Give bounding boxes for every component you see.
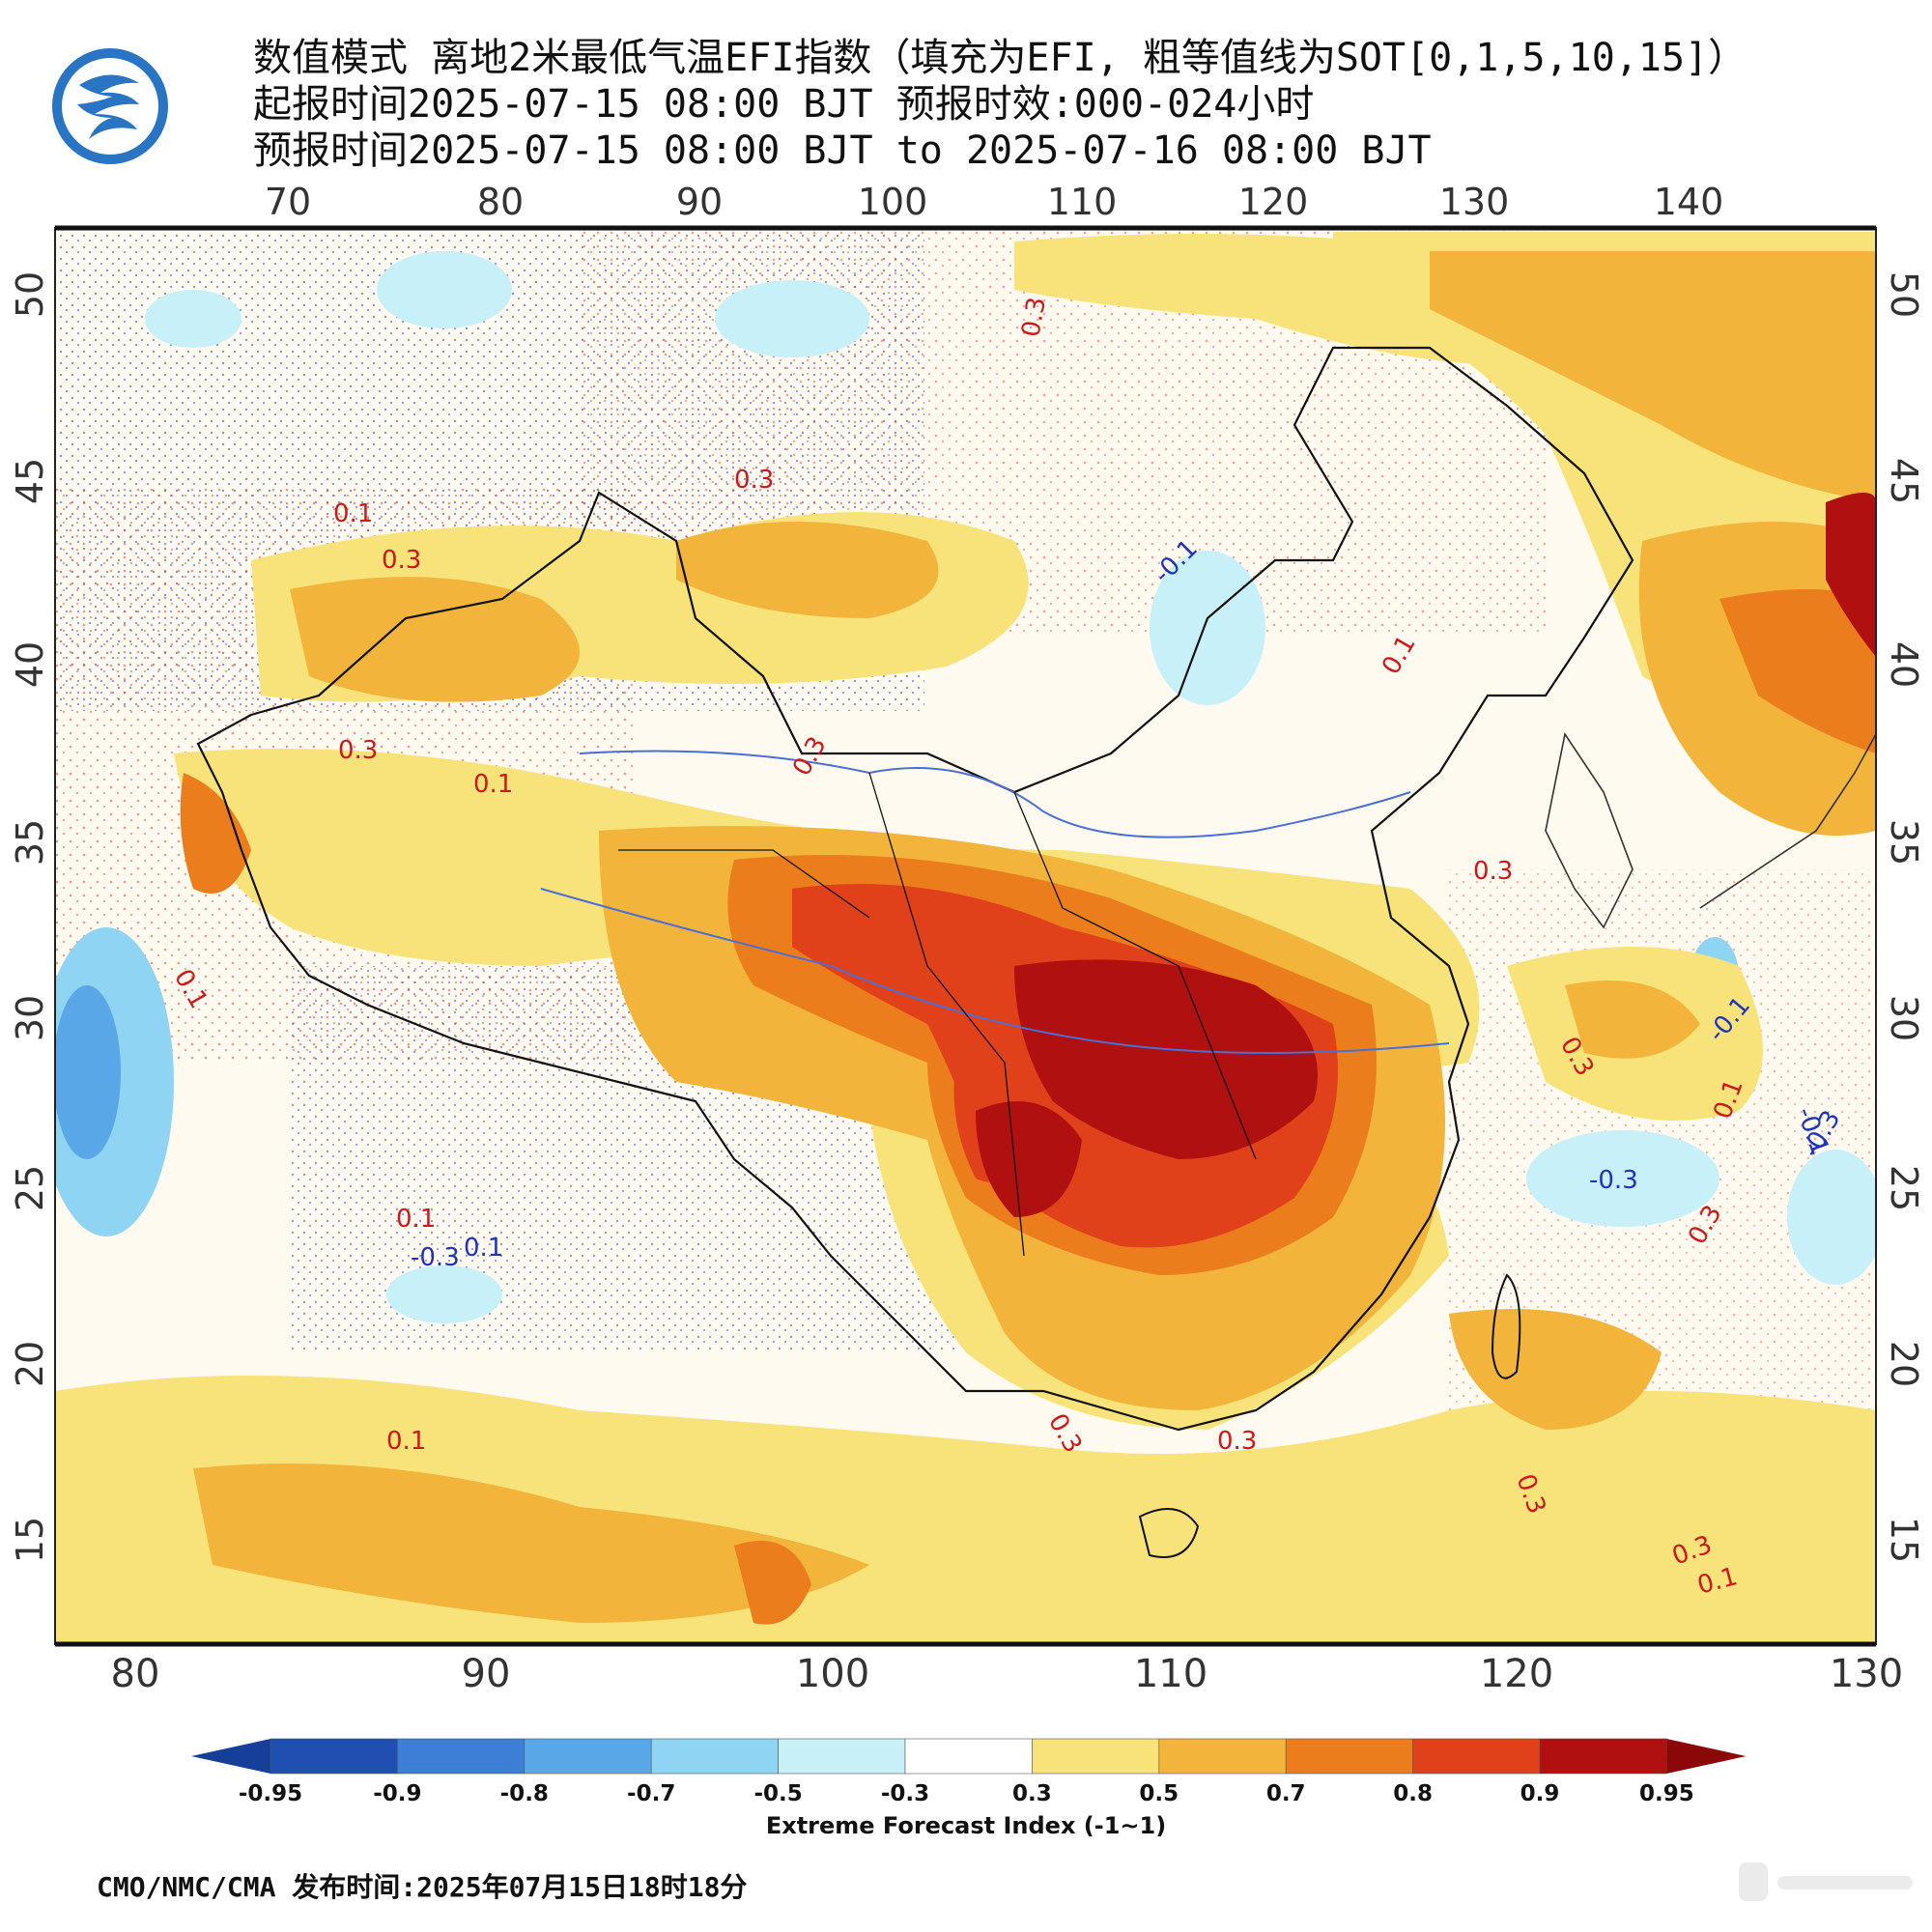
colorbar-low-arrow bbox=[191, 1739, 270, 1774]
china-border bbox=[196, 346, 1634, 1432]
colorbar-segment bbox=[397, 1738, 526, 1775]
bottom-lon-tick: 80 bbox=[111, 1652, 160, 1696]
right-lat-tick: 35 bbox=[1883, 819, 1925, 866]
left-lat-tick: 50 bbox=[9, 271, 51, 318]
colorbar-tick-label: 0.7 bbox=[1266, 1781, 1306, 1806]
bottom-lon-tick: 130 bbox=[1830, 1652, 1903, 1696]
right-lat-tick: 50 bbox=[1883, 271, 1925, 318]
colorbar-segment bbox=[1285, 1738, 1413, 1775]
bottom-lon-tick: 120 bbox=[1480, 1652, 1553, 1696]
top-lon-tick: 120 bbox=[1238, 181, 1309, 223]
bottom-lon-tick: 110 bbox=[1134, 1652, 1208, 1696]
left-lat-ticks: 50 45 40 35 30 25 20 15 bbox=[9, 271, 51, 1563]
top-lon-tick: 80 bbox=[477, 181, 524, 223]
colorbar-tick-label: -0.8 bbox=[500, 1781, 549, 1806]
colorbar-tick-label: -0.95 bbox=[239, 1781, 302, 1806]
right-lat-tick: 25 bbox=[1883, 1165, 1925, 1211]
contour-label: 0.3 bbox=[382, 546, 421, 575]
colorbar-tick-label: -0.3 bbox=[881, 1781, 929, 1806]
contour-label: 0.1 bbox=[386, 1427, 426, 1456]
colorbar-segment bbox=[650, 1738, 779, 1775]
bottom-lon-tick: 90 bbox=[462, 1652, 511, 1696]
left-lat-tick: 20 bbox=[9, 1341, 51, 1387]
contour-label: 0.3 bbox=[1473, 857, 1513, 886]
cma-logo-icon bbox=[52, 48, 168, 164]
colorbar-high-arrow bbox=[1666, 1739, 1747, 1774]
left-lat-tick: 15 bbox=[9, 1517, 51, 1563]
valid-time: 预报时间2025-07-15 08:00 BJT to 2025-07-16 0… bbox=[253, 128, 1432, 173]
colorbar-tick-label: 0.5 bbox=[1139, 1781, 1179, 1806]
colorbar-tick-label: -0.5 bbox=[753, 1781, 802, 1806]
top-lon-tick: 90 bbox=[676, 181, 723, 223]
contour-label: -0.3 bbox=[411, 1243, 460, 1272]
colorbar-segment bbox=[524, 1738, 652, 1775]
left-lat-tick: 25 bbox=[9, 1165, 51, 1211]
colorbar-title: Extreme Forecast Index (-1~1) bbox=[765, 1812, 1167, 1839]
colorbar-segment bbox=[1412, 1738, 1541, 1775]
right-lat-tick: 15 bbox=[1883, 1517, 1925, 1563]
colorbar-segment bbox=[904, 1738, 1033, 1775]
right-lat-tick: 45 bbox=[1883, 458, 1925, 504]
colorbar-tick-label: 0.3 bbox=[1012, 1781, 1052, 1806]
init-time: 起报时间2025-07-15 08:00 BJT 预报时效:000-024小时 bbox=[253, 82, 1315, 127]
footer-text: CMO/NMC/CMA 发布时间:2025年07月15日18时18分 bbox=[97, 1871, 748, 1903]
contour-label: 0.3 bbox=[1016, 295, 1052, 339]
top-lon-tick: 140 bbox=[1654, 181, 1724, 223]
colorbar-segment bbox=[270, 1738, 398, 1775]
colorbar-segment bbox=[1539, 1738, 1667, 1775]
colorbar-tick-label: 0.9 bbox=[1520, 1781, 1560, 1806]
right-lat-ticks: 50 45 40 35 30 25 20 15 bbox=[1883, 271, 1925, 1563]
top-lon-tick: 130 bbox=[1439, 181, 1510, 223]
colorbar-tick-label: 0.95 bbox=[1639, 1781, 1694, 1806]
contour-label: 0.1 bbox=[333, 499, 373, 528]
right-lat-tick: 40 bbox=[1883, 641, 1925, 688]
colorbar-tick-label: -0.7 bbox=[627, 1781, 675, 1806]
right-lat-tick: 20 bbox=[1883, 1341, 1925, 1387]
left-lat-tick: 45 bbox=[9, 458, 51, 504]
top-lon-tick: 100 bbox=[858, 181, 928, 223]
colorbar: -0.95 -0.9 -0.8 -0.7 -0.5 -0.3 0.3 0.5 0.7 0.8 0.9… bbox=[191, 1738, 1747, 1806]
colorbar-tick-label: -0.9 bbox=[373, 1781, 421, 1806]
colorbar-tick-label: 0.8 bbox=[1393, 1781, 1433, 1806]
contour-label: 0.3 bbox=[734, 466, 774, 495]
contour-label: 0.3 bbox=[338, 736, 378, 765]
contour-label: 0.1 bbox=[464, 1234, 503, 1263]
bottom-lon-tick: 100 bbox=[796, 1652, 869, 1696]
contour-label: 0.3 bbox=[1217, 1427, 1257, 1456]
left-lat-tick: 35 bbox=[9, 819, 51, 866]
contour-label: -0.3 bbox=[1589, 1166, 1638, 1195]
colorbar-segment bbox=[1158, 1738, 1287, 1775]
top-lon-tick: 110 bbox=[1047, 181, 1118, 223]
top-lon-tick: 70 bbox=[265, 181, 311, 223]
right-lat-tick: 30 bbox=[1883, 995, 1925, 1041]
colorbar-segment bbox=[1032, 1738, 1160, 1775]
contour-label: 0.1 bbox=[473, 770, 513, 799]
left-lat-tick: 40 bbox=[9, 641, 51, 688]
map-title: 数值模式 离地2米最低气温EFI指数（填充为EFI, 粗等值线为SOT[0,1,… bbox=[253, 36, 1747, 80]
colorbar-segment bbox=[778, 1738, 906, 1775]
weibo-watermark bbox=[1739, 1862, 1913, 1901]
left-lat-tick: 30 bbox=[9, 995, 51, 1041]
contour-label: 0.1 bbox=[396, 1205, 436, 1234]
efi-field bbox=[55, 228, 1876, 1644]
